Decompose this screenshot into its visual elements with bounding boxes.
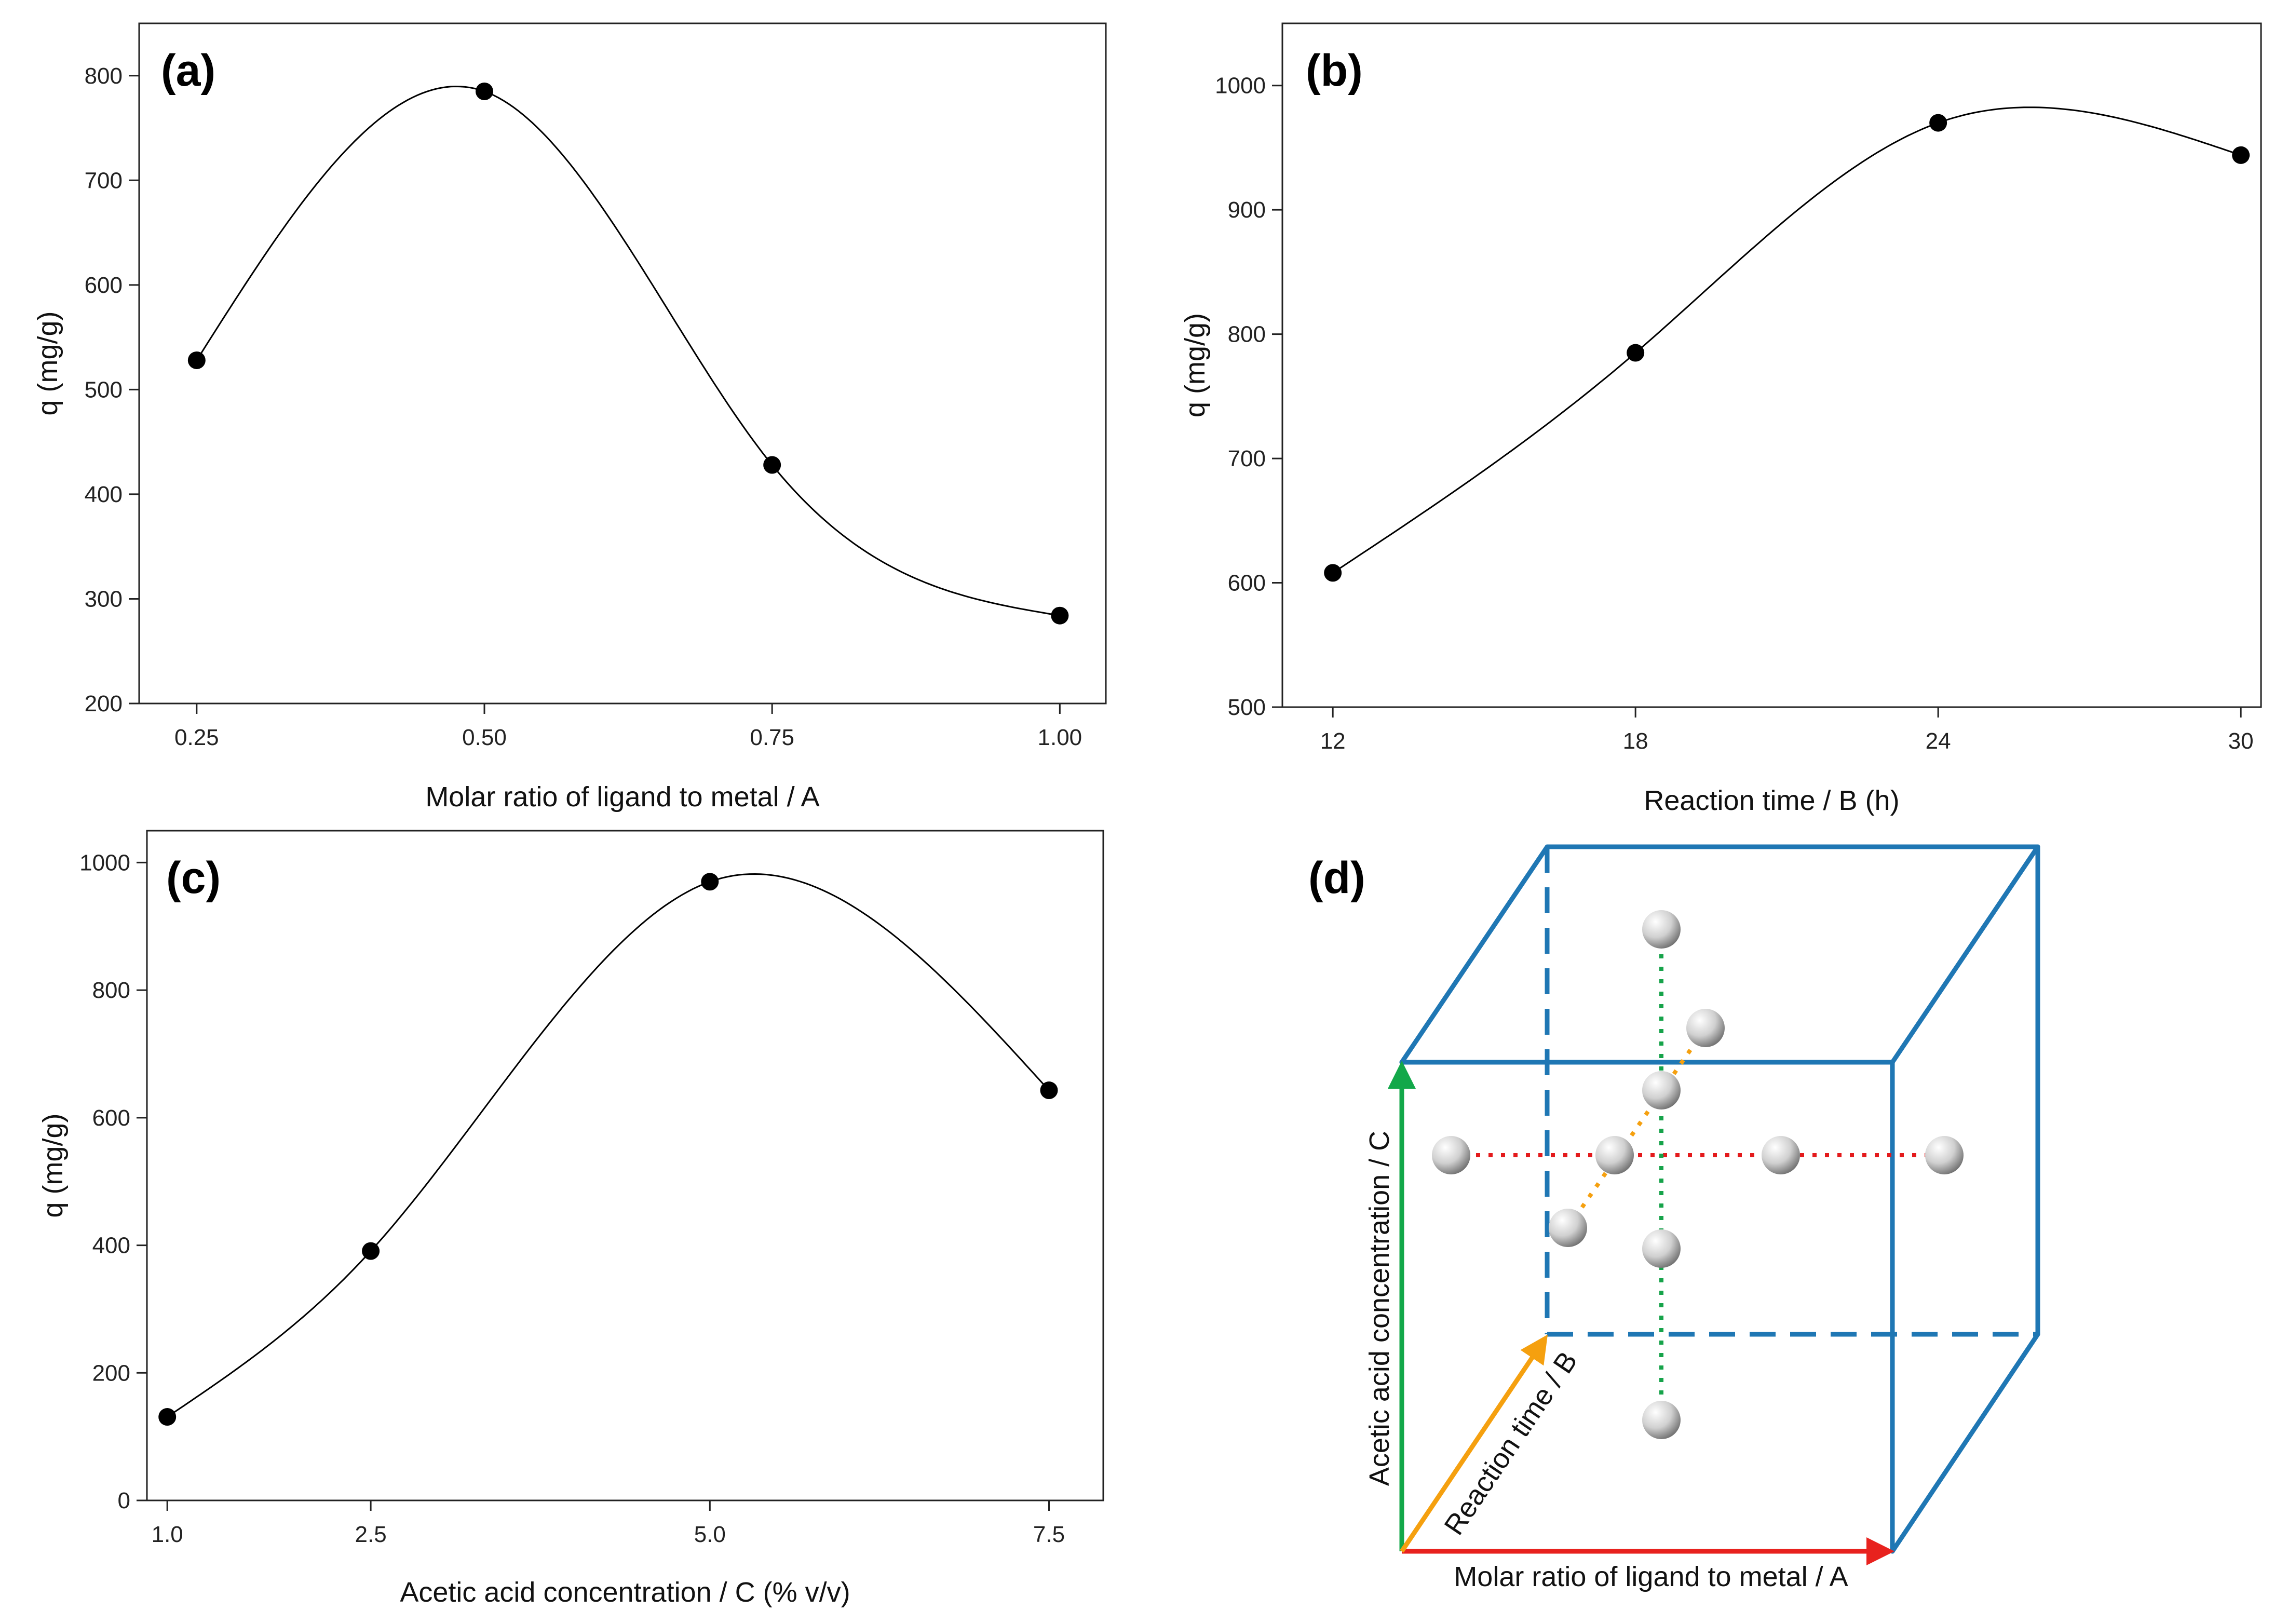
y-tick-label: 600 <box>92 1105 130 1131</box>
panel-label-d: (d) <box>1308 853 1365 903</box>
y-axis-label: q (mg/g) <box>37 1113 69 1217</box>
data-point <box>362 1242 380 1260</box>
y-tick-label: 0 <box>118 1488 130 1513</box>
y-tick-label: 900 <box>1228 197 1266 223</box>
y-tick-label: 800 <box>85 63 123 89</box>
y-tick-label: 1000 <box>1215 73 1266 99</box>
x-tick-label: 0.25 <box>174 725 219 750</box>
x-tick-label: 5.0 <box>694 1522 726 1547</box>
y-tick-label: 800 <box>92 978 130 1003</box>
chart-panel-c: 0 200 400 600 800 1000 1.0 2.5 5.0 7.5 Acetic acid… <box>37 830 1104 1608</box>
design-point <box>1642 1071 1681 1109</box>
design-point <box>1595 1136 1634 1174</box>
design-point <box>1642 910 1681 949</box>
y-tick-label: 700 <box>1228 446 1266 471</box>
x-tick-label: 1.0 <box>152 1522 183 1547</box>
data-point <box>1040 1081 1058 1100</box>
axis-b-arrow <box>1400 1334 1548 1553</box>
y-tick-label: 200 <box>85 691 123 716</box>
y-tick-label: 200 <box>92 1360 130 1386</box>
y-tick-label: 500 <box>85 377 123 402</box>
plot-frame <box>1281 22 2262 708</box>
design-point <box>1432 1136 1470 1174</box>
cube-hidden-edges <box>1545 847 2038 1337</box>
design-point <box>1642 1401 1681 1439</box>
data-point <box>2232 146 2250 164</box>
data-point <box>1929 114 1947 132</box>
panel-label-b: (b) <box>1306 46 1363 96</box>
axis-c-label: Acetic acid concentration / C <box>1364 1131 1395 1486</box>
data-point <box>158 1408 177 1426</box>
design-points <box>1432 910 1964 1439</box>
design-point <box>1925 1136 1964 1174</box>
series-curve <box>167 873 1050 1418</box>
data-point <box>701 873 719 891</box>
design-cube-diagram: (d) Molar ratio of ligand to metal / A A… <box>1308 844 2040 1592</box>
y-tick-label: 400 <box>92 1233 130 1258</box>
x-tick-label: 2.5 <box>355 1522 387 1547</box>
cube-top-left-edge <box>1399 844 1550 1065</box>
y-tick-label: 300 <box>85 586 123 612</box>
x-axis-label: Reaction time / B (h) <box>1644 785 1899 816</box>
y-tick-label: 800 <box>1228 322 1266 347</box>
x-tick-label: 0.75 <box>750 725 794 750</box>
axis-b-label: Reaction time / B <box>1438 1346 1583 1540</box>
design-point <box>1549 1209 1587 1247</box>
plot-frame <box>138 22 1107 705</box>
axis-a-label: Molar ratio of ligand to metal / A <box>1454 1561 1848 1592</box>
panel-label-a: (a) <box>161 46 215 96</box>
y-axis-label: q (mg/g) <box>1180 313 1211 417</box>
data-point <box>763 456 781 474</box>
x-tick-label: 24 <box>1926 728 1951 754</box>
y-tick-label: 600 <box>85 273 123 298</box>
x-axis-label: Acetic acid concentration / C (% v/v) <box>400 1577 850 1608</box>
x-tick-label: 18 <box>1623 728 1648 754</box>
cube-top-right-edge <box>1890 844 2040 1065</box>
y-tick-label: 600 <box>1228 571 1266 596</box>
y-tick-label: 400 <box>85 482 123 507</box>
x-axis-label: Molar ratio of ligand to metal / A <box>425 781 819 813</box>
y-tick-label: 500 <box>1228 695 1266 720</box>
data-point <box>1324 564 1342 582</box>
data-point <box>1627 344 1645 362</box>
plot-frame <box>146 830 1104 1501</box>
data-point <box>1051 606 1069 625</box>
design-point <box>1686 1009 1725 1047</box>
design-point <box>1762 1136 1800 1174</box>
series-curve <box>1332 106 2241 574</box>
x-tick-label: 30 <box>2228 728 2254 754</box>
x-tick-label: 12 <box>1320 728 1346 754</box>
series-curve <box>196 85 1060 617</box>
panel-label-c: (c) <box>166 853 221 903</box>
y-axis-label: q (mg/g) <box>32 311 63 415</box>
y-tick-label: 1000 <box>79 850 130 875</box>
data-point <box>476 83 493 100</box>
y-tick-label: 700 <box>85 168 123 193</box>
x-tick-label: 0.50 <box>462 725 507 750</box>
x-tick-label: 7.5 <box>1033 1522 1065 1547</box>
factor-b-dotted-line <box>1566 1026 1708 1229</box>
chart-panel-a: 200 300 400 500 600 700 800 0.25 0.50 0.75 1.00 Mol… <box>32 22 1107 813</box>
cube-edges <box>1399 844 2040 1554</box>
x-tick-label: 1.00 <box>1038 725 1082 750</box>
cube-bottom-right-edge <box>1890 1332 2040 1554</box>
chart-panel-b: 500 600 700 800 900 1000 12 18 24 30 Reaction time… <box>1180 22 2262 816</box>
data-point <box>187 351 206 369</box>
design-point <box>1642 1229 1681 1268</box>
